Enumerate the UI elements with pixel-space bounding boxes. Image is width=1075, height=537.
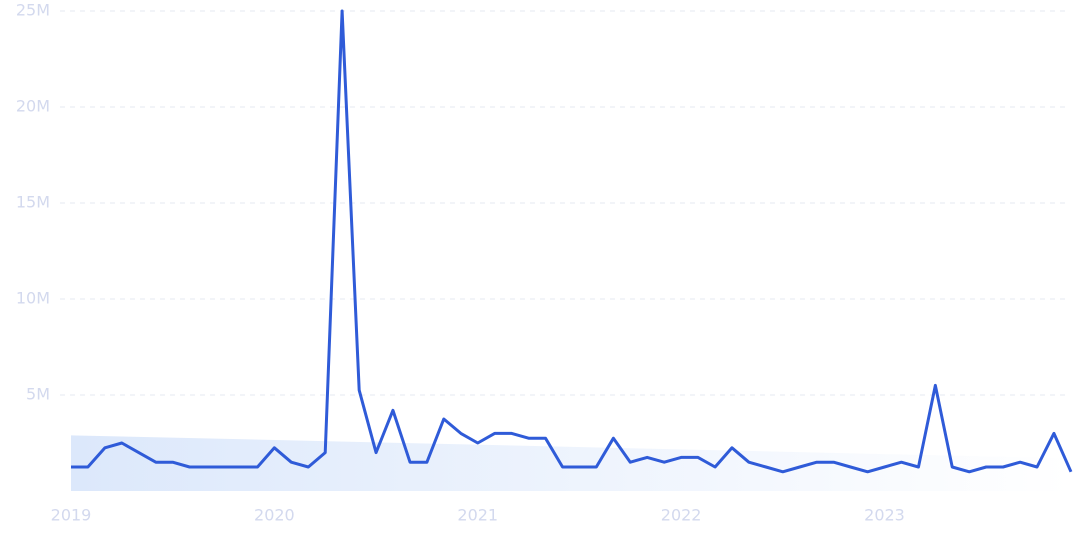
x-tick-label: 2020 (254, 506, 295, 525)
y-tick-label: 25M (16, 1, 50, 20)
data-line (71, 9, 1073, 474)
y-tick-label: 5M (26, 385, 50, 404)
trend-band (71, 435, 1071, 491)
x-tick-label: 2022 (661, 506, 702, 525)
x-tick-label: 2023 (864, 506, 905, 525)
y-tick-label: 15M (16, 193, 50, 212)
x-tick-label: 2019 (51, 506, 92, 525)
x-tick-label: 2021 (457, 506, 498, 525)
y-tick-label: 20M (16, 97, 50, 116)
y-tick-label: 10M (16, 289, 50, 308)
